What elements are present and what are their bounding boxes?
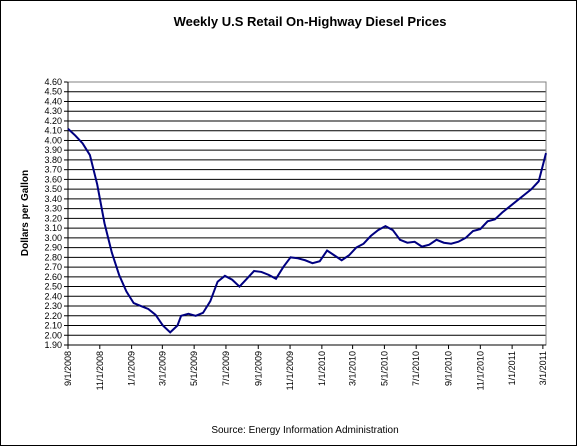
y-tick-label: 3.40 [44,194,62,204]
x-tick-label: 5/1/2010 [379,351,389,386]
x-tick-label: 3/1/2010 [348,351,358,386]
y-tick-label: 2.30 [44,301,62,311]
y-tick-label: 2.70 [44,262,62,272]
y-tick-label: 4.50 [44,87,62,97]
y-tick-label: 3.00 [44,233,62,243]
x-tick-label: 3/1/2011 [538,351,548,385]
y-tick-label: 2.60 [44,272,62,282]
y-tick-label: 3.70 [44,165,62,175]
y-axis-label: Dollars per Gallon [20,170,31,256]
x-tick-label: 5/1/2009 [189,351,199,386]
x-tick-label: 1/1/2011 [507,351,517,385]
y-tick-label: 2.90 [44,243,62,253]
x-tick-label: 3/1/2009 [157,351,167,386]
source-note: Source: Energy Information Administratio… [211,425,398,436]
y-tick-label: 1.90 [44,340,62,350]
y-tick-label: 4.10 [44,126,62,136]
x-tick-label: 9/1/2009 [253,351,263,386]
price-line [67,128,547,334]
chart-title: Weekly U.S Retail On-Highway Diesel Pric… [174,14,447,29]
y-tick-label: 4.30 [44,106,62,116]
x-tick-label: 11/1/2008 [95,351,105,390]
y-tick-label: 4.20 [44,116,62,126]
x-tick-label: 9/1/2010 [444,351,454,386]
y-tick-label: 2.40 [44,291,62,301]
x-tick-label: 1/1/2010 [317,351,327,386]
y-tick-label: 4.60 [44,77,62,87]
y-tick-label: 3.50 [44,184,62,194]
y-tick-label: 3.80 [44,155,62,165]
y-tick-label: 2.10 [44,321,62,331]
y-tick-label: 2.50 [44,282,62,292]
plot-area [68,82,546,345]
x-tick-label: 7/1/2010 [411,351,421,386]
y-tick-label: 3.60 [44,174,62,184]
y-tick-label: 3.90 [44,145,62,155]
x-tick-label: 7/1/2009 [221,351,231,386]
y-tick-label: 3.30 [44,204,62,214]
y-tick-label: 2.80 [44,252,62,262]
y-tick-label: 2.20 [44,311,62,321]
x-tick-label: 11/1/2009 [285,351,295,390]
y-tick-label: 4.40 [44,96,62,106]
x-tick-label: 1/1/2009 [127,351,137,386]
y-tick-label: 3.20 [44,213,62,223]
x-tick-label: 9/1/2008 [63,351,73,386]
y-tick-label: 2.00 [44,330,62,340]
y-tick-label: 3.10 [44,223,62,233]
y-tick-label: 4.00 [44,135,62,145]
x-tick-label: 11/1/2010 [475,351,485,390]
